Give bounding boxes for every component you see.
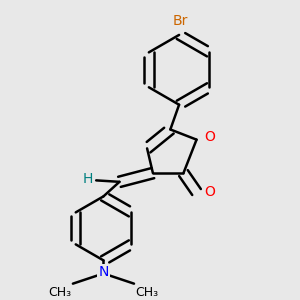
Text: N: N: [98, 265, 109, 279]
Text: CH₃: CH₃: [48, 286, 71, 299]
Text: H: H: [82, 172, 93, 186]
Text: O: O: [205, 130, 216, 144]
Text: Br: Br: [173, 14, 188, 28]
Text: CH₃: CH₃: [136, 286, 159, 299]
Text: O: O: [204, 185, 215, 199]
